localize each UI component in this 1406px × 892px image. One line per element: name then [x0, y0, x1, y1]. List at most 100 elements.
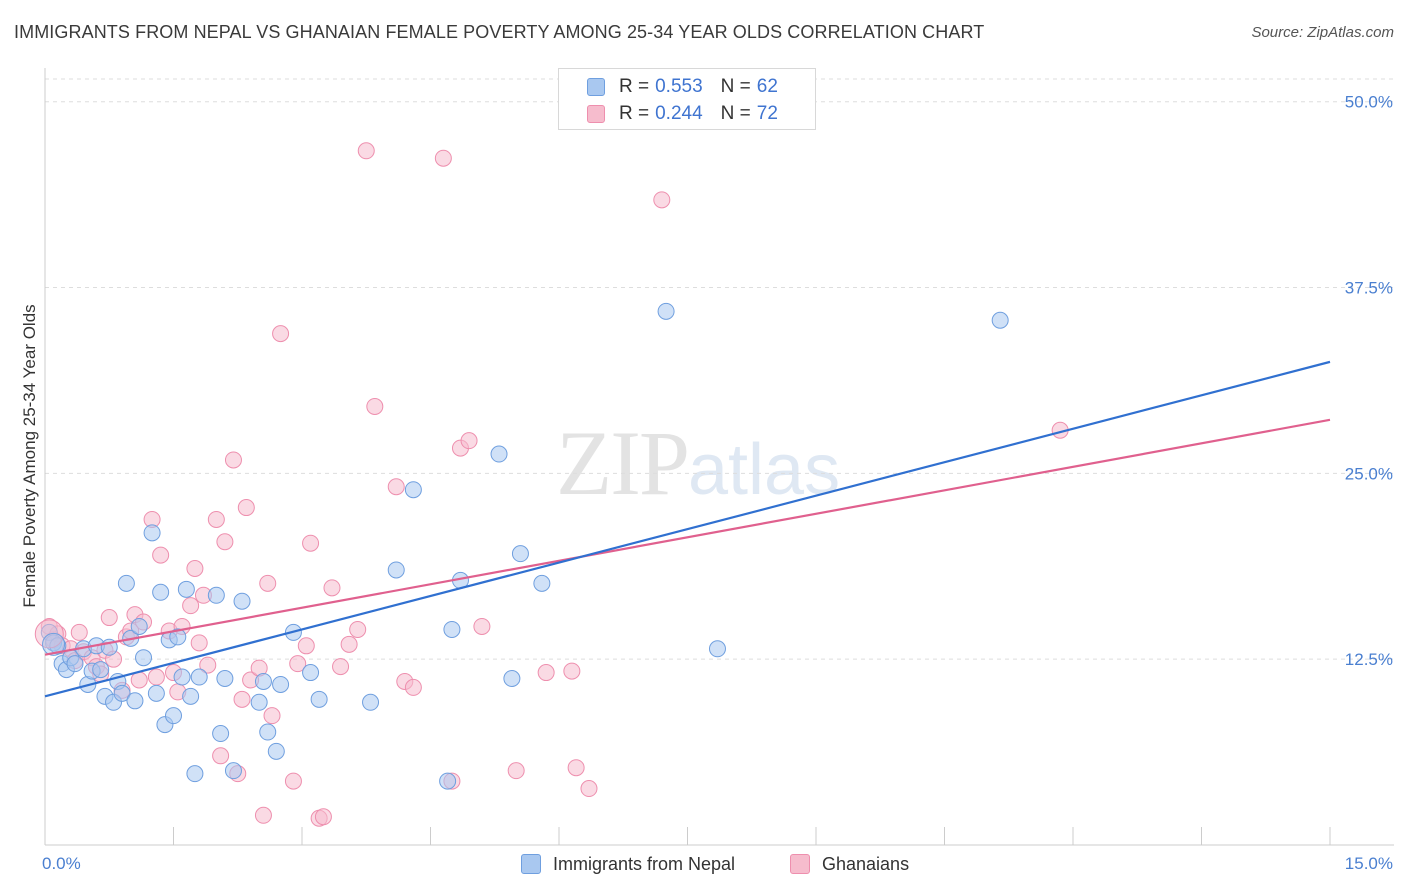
- points-layer: [34, 142, 1069, 827]
- point-nepal: [362, 693, 380, 711]
- x-tick-label: 15.0%: [1345, 854, 1393, 873]
- legend-r-label: R =: [619, 103, 650, 124]
- point-nepal: [503, 670, 521, 688]
- point-ghanaians: [537, 664, 555, 682]
- stats-legend: R = 0.553 N = 62 R = 0.244 N = 72: [558, 68, 816, 130]
- point-nepal: [657, 302, 675, 320]
- legend-r-label: R =: [619, 76, 650, 97]
- point-ghanaians: [212, 747, 230, 765]
- point-ghanaians: [323, 579, 341, 597]
- point-nepal: [233, 592, 251, 610]
- point-nepal: [152, 583, 170, 601]
- bottom-swatch-blue: [521, 854, 541, 874]
- point-ghanaians: [357, 142, 375, 160]
- point-nepal: [272, 675, 290, 693]
- point-ghanaians: [147, 668, 165, 686]
- source-label: Source: ZipAtlas.com: [1251, 24, 1394, 41]
- trend-layer: [44, 360, 1331, 698]
- point-ghanaians: [653, 191, 671, 209]
- point-nepal: [302, 664, 320, 682]
- point-nepal: [387, 561, 405, 579]
- point-ghanaians: [473, 617, 491, 635]
- point-nepal: [216, 670, 234, 688]
- point-ghanaians: [404, 678, 422, 696]
- trendline-ghanaians: [44, 418, 1331, 656]
- point-ghanaians: [297, 637, 315, 655]
- point-nepal: [113, 684, 131, 702]
- y-tick-label: 12.5%: [1345, 650, 1393, 669]
- point-nepal: [190, 668, 208, 686]
- legend-n-label: N =: [720, 103, 751, 124]
- point-nepal: [169, 628, 187, 646]
- point-nepal: [126, 692, 144, 710]
- point-nepal: [224, 762, 242, 780]
- point-ghanaians: [460, 432, 478, 450]
- trendline-nepal: [44, 360, 1331, 698]
- legend-n-label: N =: [720, 76, 751, 97]
- point-ghanaians: [182, 597, 200, 615]
- point-nepal: [310, 690, 328, 708]
- point-ghanaians: [340, 635, 358, 653]
- legend-row-nepal: R = 0.553 N = 62: [587, 75, 778, 99]
- point-ghanaians: [580, 780, 598, 798]
- point-ghanaians: [563, 662, 581, 680]
- bottom-legend-label-ghana: Ghanaians: [822, 853, 910, 874]
- point-nepal: [404, 481, 422, 499]
- bottom-legend-ghana: Ghanaians: [790, 851, 909, 877]
- bottom-legend-nepal: Immigrants from Nepal: [521, 851, 735, 877]
- y-tick-label: 50.0%: [1345, 93, 1393, 112]
- legend-swatch-pink: [587, 105, 605, 123]
- point-nepal: [511, 545, 529, 563]
- chart-title: IMMIGRANTS FROM NEPAL VS GHANAIAN FEMALE…: [14, 22, 985, 42]
- point-ghanaians: [237, 499, 255, 517]
- point-nepal: [250, 693, 268, 711]
- point-ghanaians: [314, 808, 332, 826]
- point-ghanaians: [567, 759, 585, 777]
- tick-labels: 12.5% 25.0% 37.5% 50.0% 0.0% 15.0%: [42, 93, 1393, 873]
- bottom-legend-label-nepal: Immigrants from Nepal: [553, 853, 736, 874]
- point-ghanaians: [263, 707, 281, 725]
- legend-row-ghana: R = 0.244 N = 72: [587, 102, 778, 126]
- point-ghanaians: [233, 690, 251, 708]
- legend-swatch-blue: [587, 78, 605, 96]
- point-nepal: [708, 640, 726, 658]
- grid-layer: [45, 78, 1394, 660]
- point-ghanaians: [302, 534, 320, 552]
- point-ghanaians: [186, 560, 204, 578]
- point-nepal: [143, 524, 161, 542]
- x-tick-label: 0.0%: [42, 854, 81, 873]
- point-nepal: [259, 723, 277, 741]
- point-ghanaians: [224, 451, 242, 469]
- point-nepal: [130, 617, 148, 635]
- point-nepal: [173, 668, 191, 686]
- point-ghanaians: [254, 806, 272, 824]
- point-nepal-cluster: [42, 632, 66, 656]
- point-nepal: [254, 672, 272, 690]
- point-nepal: [186, 765, 204, 783]
- point-nepal: [439, 772, 457, 790]
- point-nepal: [182, 687, 200, 705]
- point-ghanaians: [434, 149, 452, 167]
- y-tick-label: 37.5%: [1345, 279, 1393, 298]
- point-ghanaians: [289, 655, 307, 673]
- legend-r-value: 0.553: [655, 76, 703, 97]
- point-ghanaians: [216, 533, 234, 551]
- point-ghanaians: [507, 762, 525, 780]
- bottom-swatch-pink: [790, 854, 810, 874]
- point-ghanaians: [199, 656, 217, 674]
- point-ghanaians: [207, 510, 225, 528]
- point-ghanaians: [190, 634, 208, 652]
- point-ghanaians: [152, 546, 170, 564]
- legend-n-value: 62: [756, 76, 778, 97]
- legend-n-value: 72: [756, 103, 778, 124]
- point-nepal: [92, 661, 110, 679]
- point-ghanaians: [387, 478, 405, 496]
- point-nepal: [212, 725, 230, 743]
- point-ghanaians: [100, 609, 118, 627]
- point-nepal: [147, 684, 165, 702]
- point-ghanaians: [259, 574, 277, 592]
- point-nepal: [991, 311, 1009, 329]
- y-tick-label: 25.0%: [1345, 464, 1393, 483]
- point-nepal: [117, 574, 135, 592]
